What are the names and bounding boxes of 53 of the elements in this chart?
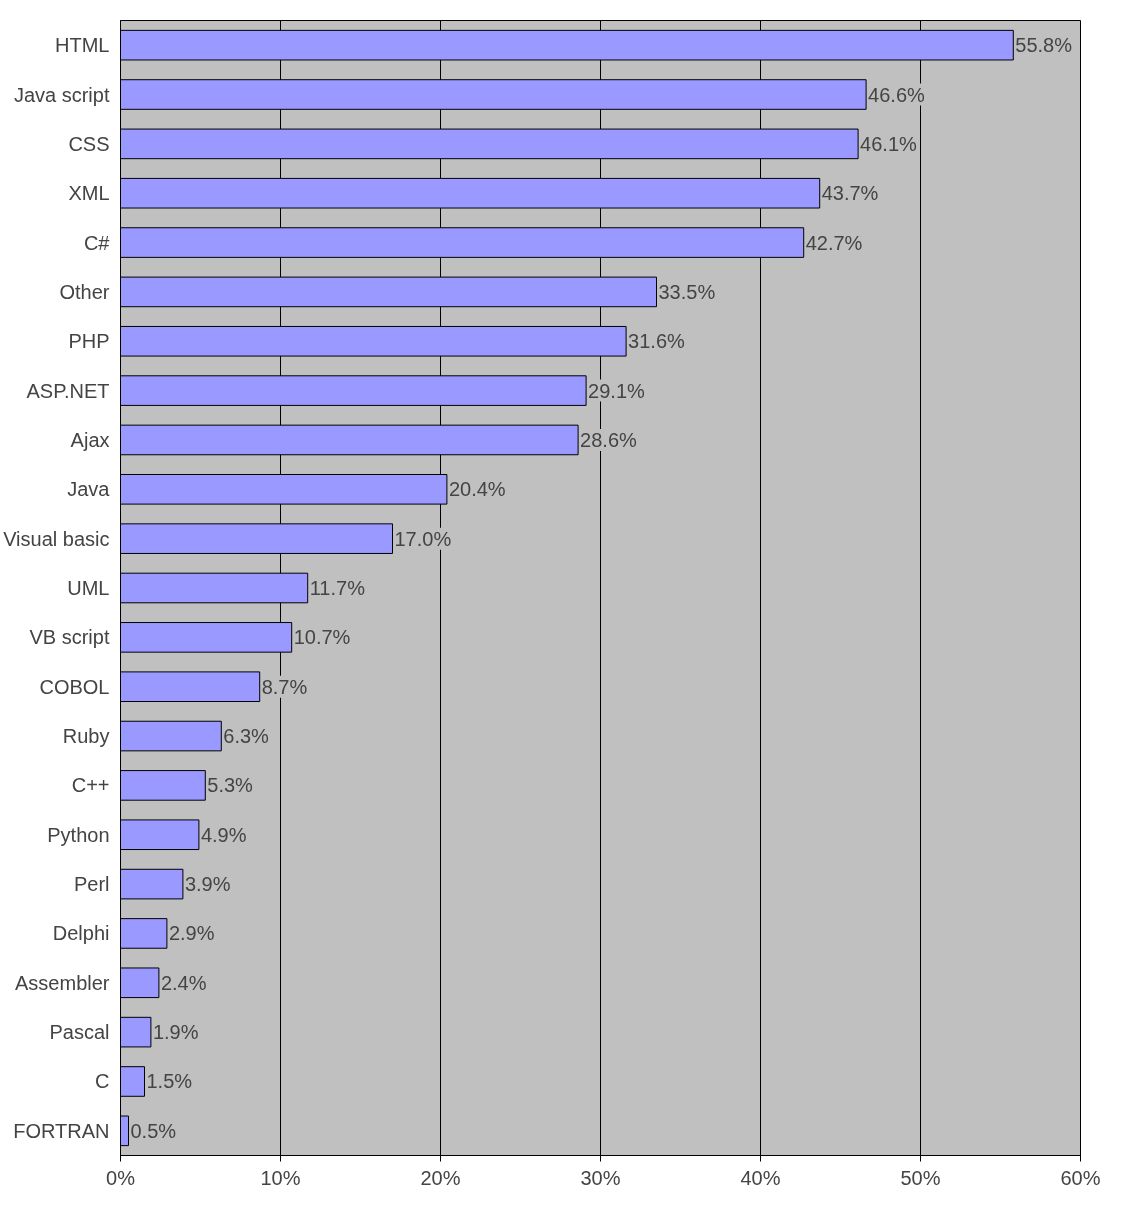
data-label: 11.7% [309,577,366,599]
data-label: 43.7% [821,182,879,205]
y-tick-label: VB script [29,626,110,649]
y-tick-label: Ruby [62,725,110,748]
y-tick-label: CSS [68,132,110,155]
data-label: 33.5% [658,280,716,303]
x-tick-label: 50% [900,1166,941,1189]
y-tick-label: Perl [73,873,110,896]
data-label: 42.7% [805,231,863,254]
y-tick-label: Java [67,478,111,501]
y-tick-label: Assembler [15,971,110,994]
x-tick-label: 20% [420,1166,461,1189]
data-label: 20.4% [448,478,506,501]
data-label: 29.1% [588,379,646,402]
y-tick-label: UML [67,577,110,599]
y-tick-label: Delphi [52,922,110,945]
y-tick-label: Pascal [49,1021,110,1044]
data-label: 1.9% [152,1021,199,1044]
data-label: 46.1% [860,132,918,155]
y-tick-label: C++ [71,774,110,797]
data-label: 3.9% [184,873,231,896]
y-tick-label: HTML [55,34,110,57]
data-label: 6.3% [223,725,270,748]
x-tick-label: 30% [580,1166,621,1189]
x-tick-label: 60% [1060,1166,1101,1189]
data-label: 5.3% [207,774,254,797]
data-label: 2.4% [160,971,207,994]
data-label: 28.6% [580,428,638,451]
data-label: 55.8% [1015,34,1073,57]
data-label: 2.9% [168,922,215,945]
y-tick-label: COBOL [39,675,110,698]
y-tick-label: PHP [68,330,110,353]
data-label: 8.7% [261,675,308,698]
x-tick-label: 10% [260,1166,301,1189]
y-tick-label: Other [59,280,110,303]
data-label: 4.9% [200,823,247,846]
data-label: 31.6% [628,330,686,353]
y-tick-label: C# [83,231,111,254]
y-tick-label: Java script [13,83,110,106]
data-label: 10.7% [293,626,351,649]
data-label: 1.5% [146,1070,193,1093]
y-tick-label: FORTRAN [13,1119,110,1142]
data-label: 0.5% [130,1119,177,1142]
y-tick-label: C [95,1070,110,1093]
x-tick-label: 0% [106,1166,136,1189]
y-tick-label: Visual basic [3,527,110,550]
x-tick-label: 40% [740,1166,781,1189]
y-tick-label: Python [47,823,110,846]
y-tick-label: XML [68,182,110,205]
y-tick-label: ASP.NET [26,379,110,402]
data-label: 17.0% [394,527,452,550]
data-label: 46.6% [868,83,926,106]
y-tick-label: Ajax [70,428,110,451]
